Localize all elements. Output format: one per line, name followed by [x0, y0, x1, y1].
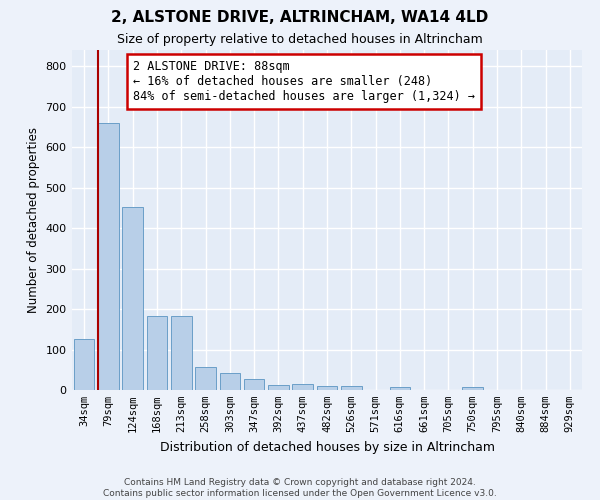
Bar	[317, 386, 337, 390]
Bar	[171, 316, 191, 390]
Bar	[244, 379, 265, 390]
Bar	[268, 385, 289, 390]
Text: 2, ALSTONE DRIVE, ALTRINCHAM, WA14 4LD: 2, ALSTONE DRIVE, ALTRINCHAM, WA14 4LD	[112, 10, 488, 25]
Bar	[74, 338, 94, 390]
Text: 2 ALSTONE DRIVE: 88sqm
← 16% of detached houses are smaller (248)
84% of semi-de: 2 ALSTONE DRIVE: 88sqm ← 16% of detached…	[133, 60, 475, 103]
Bar	[463, 387, 483, 390]
Text: Size of property relative to detached houses in Altrincham: Size of property relative to detached ho…	[117, 32, 483, 46]
Bar	[146, 316, 167, 390]
X-axis label: Distribution of detached houses by size in Altrincham: Distribution of detached houses by size …	[160, 440, 494, 454]
Y-axis label: Number of detached properties: Number of detached properties	[27, 127, 40, 313]
Bar	[195, 366, 216, 390]
Bar	[292, 384, 313, 390]
Bar	[220, 372, 240, 390]
Text: Contains HM Land Registry data © Crown copyright and database right 2024.
Contai: Contains HM Land Registry data © Crown c…	[103, 478, 497, 498]
Bar	[98, 123, 119, 390]
Bar	[122, 206, 143, 390]
Bar	[389, 387, 410, 390]
Bar	[341, 386, 362, 390]
